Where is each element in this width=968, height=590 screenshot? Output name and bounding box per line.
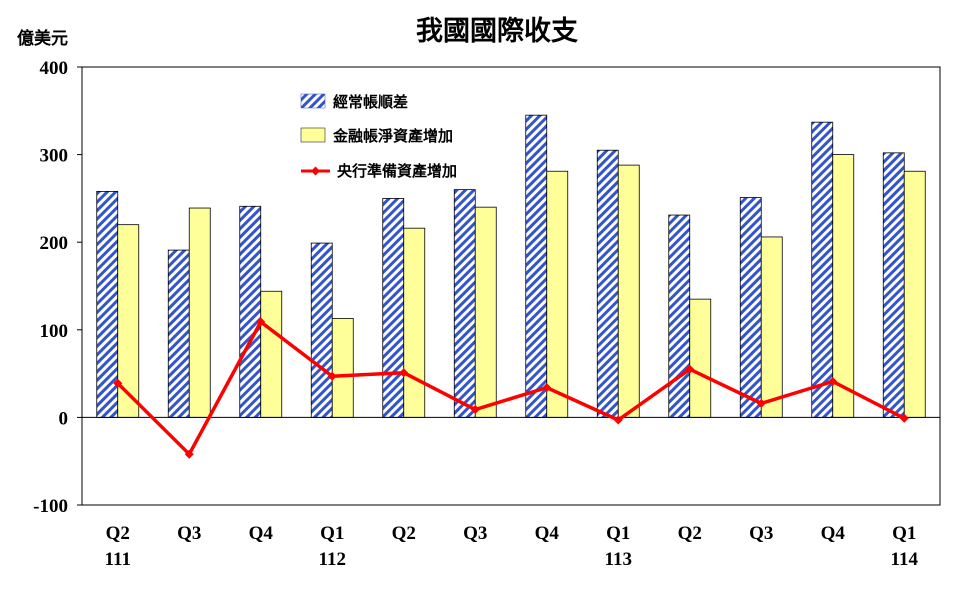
y-axis-unit-label: 億美元 [17,28,68,49]
y-tick-label: -100 [33,496,68,517]
bar-current-account [882,152,905,418]
bars [96,114,926,418]
x-tick-label-quarter: Q4 [535,523,560,544]
reserve-assets-line [116,320,906,456]
bar-financial-account [331,318,354,418]
bar-current-account [310,242,333,418]
bar-financial-account [760,236,783,418]
reserve-assets-point [685,364,695,374]
bar-current-account [167,249,190,418]
bar-financial-account [903,170,926,418]
x-tick-label-quarter: Q3 [749,523,773,544]
bar-current-account [811,121,834,418]
x-tick-label-quarter: Q1 [892,523,916,544]
line-series [113,317,909,459]
reserve-assets-point [828,376,838,386]
bar-financial-account [832,154,855,418]
x-axis: Q2 111 Q3 Q4 Q1 112 Q2 Q3 Q4 Q1 113 Q2 Q3 Q4 Q1 114 [105,523,919,570]
reserve-assets-point [327,371,337,381]
bar-financial-account [617,164,640,418]
legend-swatch-financial-account [300,127,326,143]
reserve-assets-point [256,317,266,327]
x-tick-label-quarter: Q3 [463,523,487,544]
legend-label-financial-account: 金融帳淨資產增加 [332,127,453,145]
bar-current-account [739,197,762,418]
bar-current-account [525,114,548,418]
x-tick-label-quarter: Q2 [678,523,702,544]
reserve-assets-point [756,398,766,408]
y-tick-label: 0 [59,408,69,429]
bar-current-account [453,189,476,418]
y-tick-label: 400 [40,58,69,79]
x-tick-label-year: 111 [105,549,131,570]
bar-financial-account [403,227,426,418]
reserve-assets-point [470,405,480,415]
legend-swatch-current-account [300,93,326,109]
x-tick-label-year: 112 [319,549,346,570]
y-tick-label: 300 [40,146,69,167]
x-tick-label-quarter: Q4 [249,523,274,544]
bar-financial-account [689,298,712,418]
y-axis: 400 300 200 100 0 -100 [33,58,82,517]
chart-title: 我國國際收支 [416,16,578,47]
plot-area [81,66,941,506]
reserve-assets-point [542,383,552,393]
bar-current-account [596,149,619,418]
y-tick-label: 200 [40,233,69,254]
reserve-assets-point [613,415,623,425]
x-tick-label-quarter: Q3 [177,523,201,544]
legend: 經常帳順差 金融帳淨資產增加 央行準備資產增加 [300,93,457,180]
x-tick-label-quarter: Q1 [320,523,344,544]
y-tick-label: 100 [40,321,69,342]
bar-financial-account [474,206,497,418]
legend-label-current-account: 經常帳順差 [333,93,408,111]
x-tick-label-quarter: Q2 [392,523,416,544]
x-tick-label-quarter: Q4 [821,523,846,544]
x-tick-label-quarter: Q2 [106,523,130,544]
bar-current-account [668,214,691,418]
reserve-assets-point [399,368,409,378]
x-tick-label-year: 114 [891,549,919,570]
x-tick-label-year: 113 [605,549,632,570]
reserve-assets-point [899,413,909,423]
bar-financial-account [546,170,569,418]
reserve-assets-point [184,449,194,459]
bar-current-account [382,197,405,418]
x-tick-label-quarter: Q1 [606,523,630,544]
legend-label-reserve-assets: 央行準備資產增加 [337,162,457,180]
bar-financial-account [260,290,283,418]
legend-swatch-reserve-marker [311,166,320,176]
bar-current-account [239,205,262,418]
bar-financial-account [188,207,211,418]
reserve-assets-point [113,378,123,388]
